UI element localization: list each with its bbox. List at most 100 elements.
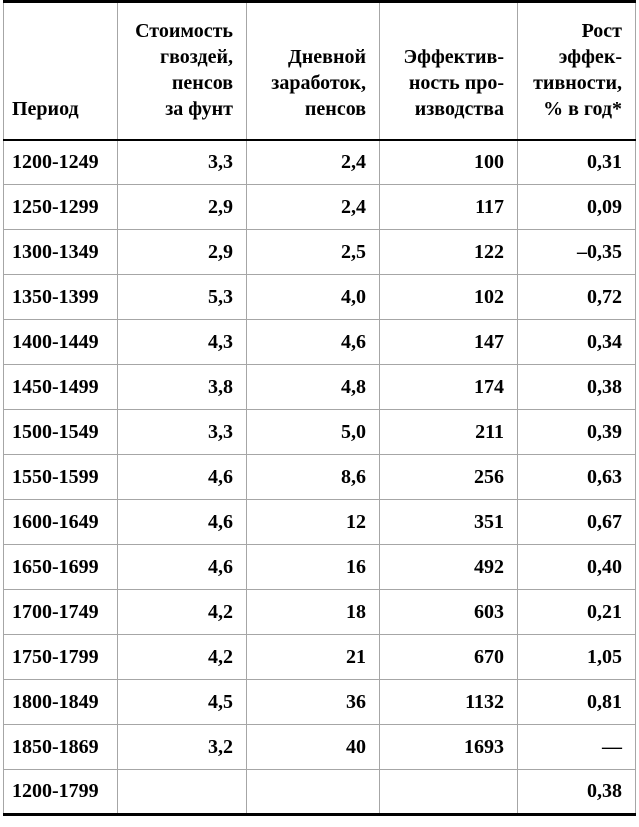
table-row: 1350-1399 5,3 4,0 102 0,72 [3,274,636,320]
cell-efficiency: 1693 [379,724,518,770]
column-header-daily-wage: Дневной заработок, пенсов [246,1,380,141]
cell-efficiency-growth: 0,34 [517,319,636,365]
cell-efficiency-growth: 0,21 [517,589,636,635]
cell-nail-cost: 4,5 [117,679,247,725]
table-row: 1250-1299 2,9 2,4 117 0,09 [3,184,636,230]
cell-efficiency: 122 [379,229,518,275]
column-header-efficiency: Эффектив- ность про- изводства [379,1,518,141]
cell-efficiency-growth: 0,31 [517,139,636,185]
cell-efficiency: 147 [379,319,518,365]
cell-efficiency-growth: — [517,724,636,770]
cell-efficiency-growth: 0,38 [517,364,636,410]
table-row: 1200-1249 3,3 2,4 100 0,31 [3,139,636,185]
cell-nail-cost: 4,6 [117,544,247,590]
cell-period: 1750-1799 [3,634,118,680]
nail-prices-table: Период Стоимость гвоздей, пенсов за фунт Д… [3,0,636,816]
cell-daily-wage: 5,0 [246,409,380,455]
table-row: 1800-1849 4,5 36 1132 0,81 [3,679,636,725]
cell-efficiency-growth: 0,67 [517,499,636,545]
cell-period: 1850-1869 [3,724,118,770]
cell-nail-cost: 2,9 [117,184,247,230]
table-row: 1400-1449 4,3 4,6 147 0,34 [3,319,636,365]
cell-efficiency: 102 [379,274,518,320]
table-row: 1600-1649 4,6 12 351 0,67 [3,499,636,545]
header-row: Период Стоимость гвоздей, пенсов за фунт Д… [3,1,636,141]
cell-efficiency-growth: 0,09 [517,184,636,230]
cell-period: 1600-1649 [3,499,118,545]
cell-efficiency: 492 [379,544,518,590]
cell-nail-cost: 4,6 [117,499,247,545]
table-row: 1650-1699 4,6 16 492 0,40 [3,544,636,590]
cell-efficiency-growth: 0,63 [517,454,636,500]
cell-efficiency-growth: 0,72 [517,274,636,320]
cell-efficiency [379,769,518,815]
cell-nail-cost: 3,3 [117,139,247,185]
table-row: 1750-1799 4,2 21 670 1,05 [3,634,636,680]
cell-daily-wage: 12 [246,499,380,545]
cell-daily-wage: 2,5 [246,229,380,275]
cell-nail-cost: 3,3 [117,409,247,455]
table-header: Период Стоимость гвоздей, пенсов за фунт Д… [3,1,636,141]
column-header-nail-cost: Стоимость гвоздей, пенсов за фунт [117,1,247,141]
cell-efficiency: 603 [379,589,518,635]
cell-efficiency-growth: 0,38 [517,769,636,815]
table-row: 1200-1799 0,38 [3,769,636,815]
cell-period: 1200-1249 [3,139,118,185]
table-row: 1300-1349 2,9 2,5 122 –0,35 [3,229,636,275]
column-header-period: Период [3,1,118,141]
cell-daily-wage: 4,0 [246,274,380,320]
cell-daily-wage: 16 [246,544,380,590]
column-header-efficiency-growth: Рост эффек- тивности, % в год* [517,1,636,141]
cell-efficiency: 211 [379,409,518,455]
cell-daily-wage: 40 [246,724,380,770]
cell-period: 1400-1449 [3,319,118,365]
cell-daily-wage: 21 [246,634,380,680]
cell-nail-cost [117,769,247,815]
cell-period: 1650-1699 [3,544,118,590]
cell-period: 1800-1849 [3,679,118,725]
cell-daily-wage: 4,6 [246,319,380,365]
cell-nail-cost: 2,9 [117,229,247,275]
cell-efficiency-growth: 0,39 [517,409,636,455]
cell-efficiency-growth: –0,35 [517,229,636,275]
cell-efficiency: 1132 [379,679,518,725]
cell-efficiency-growth: 0,40 [517,544,636,590]
table-row: 1850-1869 3,2 40 1693— [3,724,636,770]
cell-efficiency-growth: 0,81 [517,679,636,725]
cell-efficiency: 117 [379,184,518,230]
table-row: 1550-1599 4,6 8,6 256 0,63 [3,454,636,500]
cell-period: 1300-1349 [3,229,118,275]
cell-nail-cost: 5,3 [117,274,247,320]
cell-nail-cost: 4,6 [117,454,247,500]
cell-period: 1550-1599 [3,454,118,500]
table-row: 1450-1499 3,8 4,8 174 0,38 [3,364,636,410]
cell-efficiency: 256 [379,454,518,500]
cell-efficiency-growth: 1,05 [517,634,636,680]
cell-efficiency: 670 [379,634,518,680]
cell-daily-wage: 4,8 [246,364,380,410]
table-row: 1500-1549 3,3 5,0 211 0,39 [3,409,636,455]
cell-nail-cost: 3,2 [117,724,247,770]
cell-nail-cost: 3,8 [117,364,247,410]
cell-nail-cost: 4,2 [117,634,247,680]
table-body: 1200-1249 3,3 2,4 100 0,31 1250-1299 2,9 2,4 117… [3,139,636,815]
cell-period: 1700-1749 [3,589,118,635]
cell-period: 1500-1549 [3,409,118,455]
cell-period: 1450-1499 [3,364,118,410]
cell-period: 1250-1299 [3,184,118,230]
cell-nail-cost: 4,2 [117,589,247,635]
cell-daily-wage [246,769,380,815]
cell-nail-cost: 4,3 [117,319,247,365]
cell-period: 1200-1799 [3,769,118,815]
cell-daily-wage: 2,4 [246,139,380,185]
cell-daily-wage: 8,6 [246,454,380,500]
cell-efficiency: 351 [379,499,518,545]
cell-efficiency: 100 [379,139,518,185]
cell-daily-wage: 2,4 [246,184,380,230]
cell-daily-wage: 18 [246,589,380,635]
table-row: 1700-1749 4,2 18 603 0,21 [3,589,636,635]
cell-period: 1350-1399 [3,274,118,320]
cell-daily-wage: 36 [246,679,380,725]
cell-efficiency: 174 [379,364,518,410]
